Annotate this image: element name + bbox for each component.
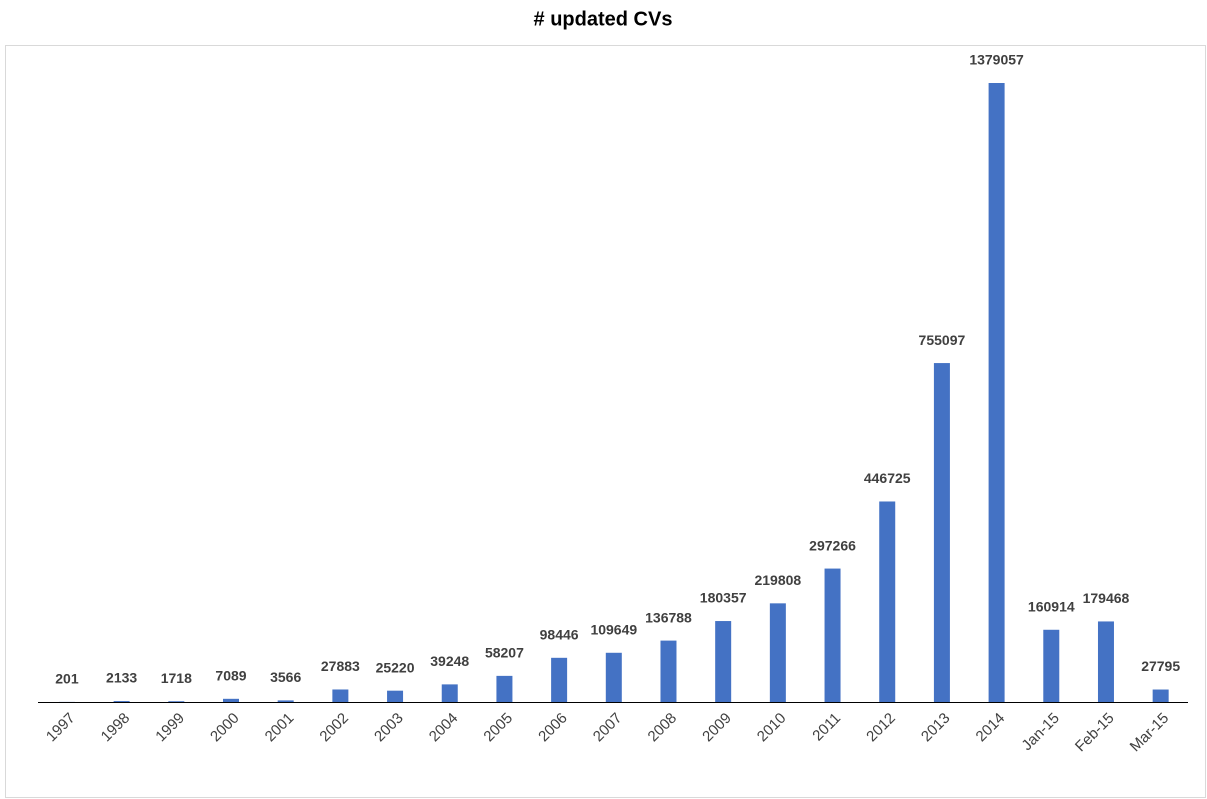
value-label: 25220 — [376, 659, 415, 675]
x-tick-label: 2004 — [426, 710, 462, 746]
x-tick-label: 2002 — [316, 710, 352, 746]
x-tick-label: 2008 — [645, 710, 681, 746]
bar — [988, 83, 1005, 702]
value-label: 27795 — [1141, 658, 1180, 674]
bar — [387, 690, 404, 702]
bar — [933, 363, 950, 702]
value-label: 297266 — [809, 537, 856, 553]
bar — [1152, 689, 1169, 702]
value-label: 2133 — [106, 670, 137, 686]
bar — [1097, 621, 1114, 702]
value-label: 7089 — [215, 668, 246, 684]
plot-border — [5, 45, 1206, 798]
value-label: 39248 — [430, 653, 469, 669]
bar — [824, 568, 841, 702]
value-label: 160914 — [1028, 598, 1075, 614]
x-tick-label: 2007 — [590, 710, 626, 746]
x-tick-label: Mar-15 — [1127, 710, 1173, 756]
bar — [715, 621, 732, 702]
x-tick-label: 1999 — [152, 710, 188, 746]
bar — [496, 675, 513, 702]
value-label: 446725 — [864, 470, 911, 486]
value-label: 136788 — [645, 609, 692, 625]
x-tick-label: 2005 — [480, 710, 516, 746]
x-tick-label: 2000 — [207, 710, 243, 746]
bar — [441, 684, 458, 702]
bar — [551, 657, 568, 702]
x-tick-label: 2009 — [699, 710, 735, 746]
bar — [113, 701, 130, 702]
value-label: 180357 — [700, 590, 747, 606]
bar — [605, 652, 622, 702]
chart-title: # updated CVs — [534, 8, 673, 30]
x-tick-label: 2006 — [535, 710, 571, 746]
x-tick-label: Jan-15 — [1018, 710, 1062, 754]
bar — [223, 698, 239, 702]
value-label: 98446 — [540, 627, 579, 643]
value-label: 109649 — [590, 621, 637, 637]
bar — [277, 700, 294, 702]
x-tick-label: 2013 — [918, 710, 954, 746]
value-label: 3566 — [270, 669, 301, 685]
value-label: 27883 — [321, 658, 360, 674]
bar — [332, 689, 349, 702]
value-label: 1379057 — [969, 52, 1024, 68]
x-tick-label: 2001 — [262, 710, 298, 746]
bar — [879, 501, 896, 702]
value-label: 755097 — [919, 332, 966, 348]
value-label: 179468 — [1083, 590, 1130, 606]
x-tick-label: 2011 — [809, 710, 844, 745]
x-tick-label: 2014 — [973, 710, 1009, 746]
value-label: 1718 — [161, 670, 192, 686]
x-tick-label: 2010 — [754, 710, 790, 746]
bar — [1043, 629, 1060, 702]
value-label: 58207 — [485, 645, 524, 661]
bar — [168, 701, 185, 702]
bar — [660, 640, 677, 702]
x-tick-label: 2003 — [371, 710, 407, 746]
x-tick-label: Feb-15 — [1072, 710, 1118, 756]
value-label: 219808 — [754, 572, 801, 588]
value-label: 201 — [55, 671, 79, 687]
bar — [769, 603, 786, 702]
x-tick-label: 1998 — [98, 710, 134, 746]
x-tick-label: 2012 — [863, 710, 899, 746]
x-tick-label: 1997 — [43, 710, 79, 746]
